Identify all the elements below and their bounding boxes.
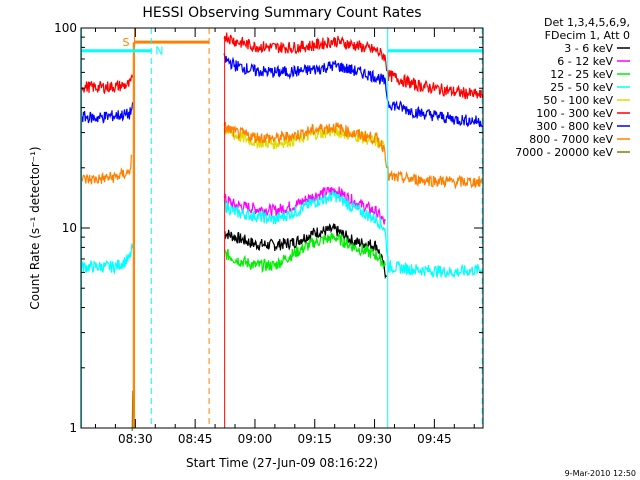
night-label: N	[155, 45, 163, 58]
series-line-7-1	[223, 121, 483, 190]
axes: 1 10 100 08:30 08:45 09:00 09:15 09:30 09:45	[54, 21, 484, 446]
legend-entry-label: 50 - 100 keV	[543, 94, 613, 107]
x-tick-label: 09:15	[297, 432, 332, 446]
y-tick-label: 10	[62, 221, 77, 235]
x-tick-label: 08:45	[178, 432, 213, 446]
legend-header-line-1: Det 1,3,4,5,6,9,	[544, 16, 630, 29]
y-tick-label: 100	[54, 21, 77, 35]
series-line-5-0	[80, 73, 134, 95]
series-line-5-1	[223, 32, 483, 100]
y-axis-label: Count Rate (s⁻¹ detector⁻¹)	[28, 146, 42, 309]
legend-entry-label: 6 - 12 keV	[557, 55, 613, 68]
x-tick-label: 08:30	[118, 432, 153, 446]
x-tick-label: 09:00	[238, 432, 273, 446]
footer-date: 9-Mar-2010 12:50	[565, 469, 636, 478]
legend-entry-label: 25 - 50 keV	[550, 81, 613, 94]
legend-entry-label: 800 - 7000 keV	[529, 133, 613, 146]
legend-entry-label: 3 - 6 keV	[564, 42, 613, 55]
legend-entry-label: 12 - 25 keV	[550, 68, 613, 81]
x-axis-label: Start Time (27-Jun-09 08:16:22)	[186, 456, 378, 470]
series-line-3-0	[80, 243, 134, 275]
legend-header-line-2: FDecim 1, Att 0	[545, 29, 630, 42]
x-tick-label: 09:30	[357, 432, 392, 446]
series-line-6-1	[223, 53, 483, 128]
legend-entry-label: 100 - 300 keV	[536, 107, 613, 120]
series-line-2-0	[223, 232, 386, 274]
legend: Det 1,3,4,5,6,9, FDecim 1, Att 0 3 - 6 k…	[515, 16, 630, 159]
saa-label: S	[123, 36, 130, 49]
series-line-7-0	[80, 154, 132, 185]
y-tick-label: 1	[69, 421, 77, 435]
series-line-3-1	[223, 190, 483, 279]
annotation-layer: SN	[81, 28, 483, 428]
chart-title: HESSI Observing Summary Count Rates	[142, 5, 421, 21]
series-line-6-0	[80, 102, 134, 124]
legend-entry-label: 7000 - 20000 keV	[515, 146, 613, 159]
series-line-0-0	[223, 222, 388, 280]
x-tick-label: 09:45	[417, 432, 452, 446]
legend-entry-label: 300 - 800 keV	[536, 120, 613, 133]
series-line-4-0	[223, 124, 386, 154]
data-layer	[80, 32, 483, 432]
